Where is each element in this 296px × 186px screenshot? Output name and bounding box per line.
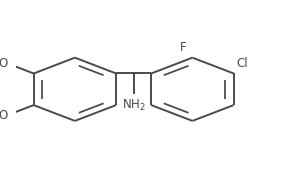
Text: O: O [0,109,8,121]
Text: F: F [180,41,186,54]
Text: Cl: Cl [237,57,248,70]
Text: NH$_2$: NH$_2$ [122,98,146,113]
Text: O: O [0,57,8,70]
